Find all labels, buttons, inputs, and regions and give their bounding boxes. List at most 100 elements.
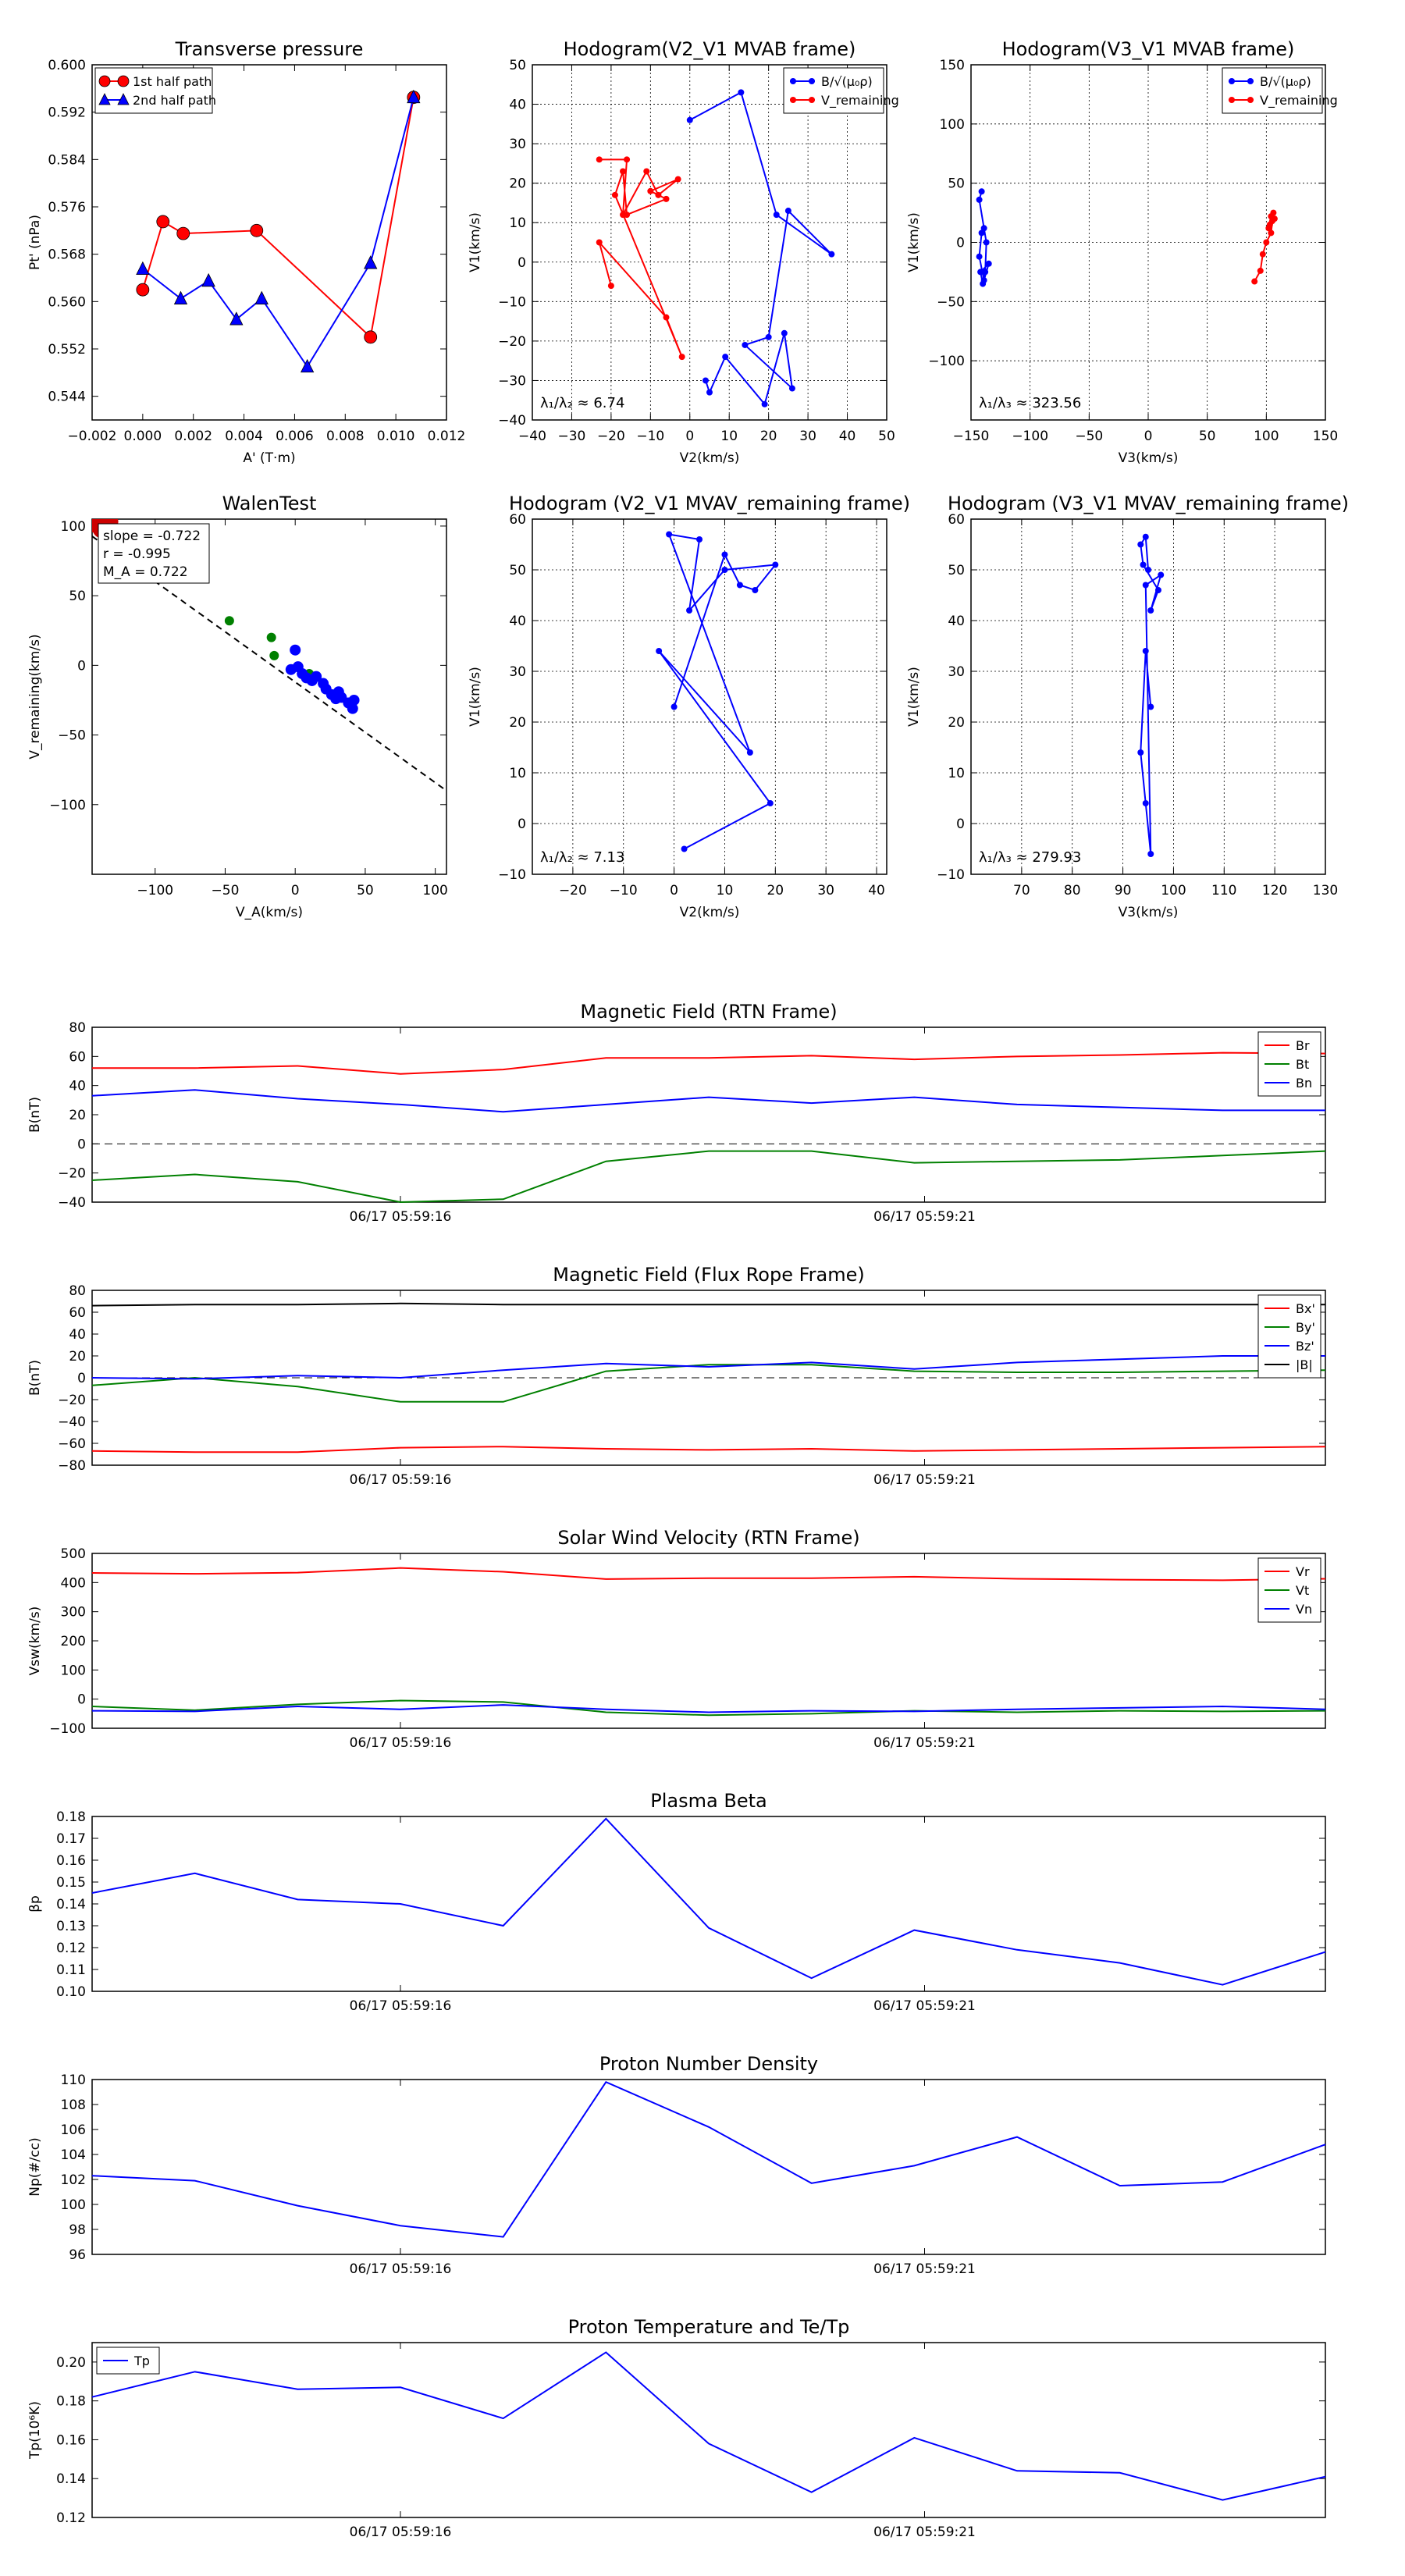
hodo_v3-xtick-label: −150 <box>953 429 990 444</box>
tp-ytick-label: 0.18 <box>56 2394 86 2410</box>
hodo_mvav_v2-xtick-label: 30 <box>817 883 834 898</box>
walen-xlabel: V_A(km/s) <box>236 905 303 920</box>
np-ytick-label: 102 <box>61 2172 86 2188</box>
vsw-legend-label: Vr <box>1296 1564 1310 1579</box>
hodo_mvav_v2-point <box>681 845 688 852</box>
transverse-legend-label: 1st half path <box>133 74 212 89</box>
transverse-point <box>156 215 170 229</box>
tp-ytick-label: 0.20 <box>56 2355 86 2371</box>
transverse-xtick-label: 0.010 <box>377 429 415 444</box>
hodo_mvav_v3-point <box>1142 648 1149 654</box>
transverse-point <box>250 223 264 237</box>
hodo_v2-point <box>722 354 729 361</box>
hodo_v3-point <box>976 253 983 260</box>
hodo_mvav_v2-xtick-label: 10 <box>717 883 734 898</box>
np-ytick-label: 106 <box>61 2122 86 2138</box>
vsw-legend-label: Vn <box>1296 1602 1312 1617</box>
hodo_mvav_v3-title: Hodogram (V3_V1 MVAV_remaining frame) <box>948 493 1349 514</box>
mag_fr-ytick-label: −60 <box>58 1436 86 1452</box>
transverse-xtick-label: 0.006 <box>276 429 314 444</box>
mag_rtn-ylabel: B(nT) <box>27 1097 43 1133</box>
hodo_v2-ytick-label: −30 <box>498 373 526 389</box>
hodo_v2-point <box>761 400 768 407</box>
mag_fr-legend-label: Bx' <box>1296 1301 1315 1316</box>
hodo_mvav_v2-point <box>772 561 779 568</box>
beta-series-0 <box>91 1817 1326 1986</box>
hodo_v3-xtick-label: 0 <box>1144 429 1153 444</box>
walen-ytick-label: 100 <box>61 519 86 535</box>
hodo_v3-point <box>978 188 985 195</box>
hodo_v2-frame <box>532 64 887 421</box>
hodo_v2-title: Hodogram(V2_V1 MVAB frame) <box>564 38 856 60</box>
mag_fr-ytick-label: 60 <box>69 1305 86 1321</box>
hodo_v2-point <box>607 283 614 290</box>
hodo_v2-point <box>678 354 685 361</box>
mag_rtn-ytick-label: −20 <box>58 1166 86 1182</box>
transverse-point <box>176 226 190 240</box>
mag_rtn-time-label: 06/17 05:59:16 <box>350 1209 452 1225</box>
hodo_mvav_v2-ytick-label: 40 <box>509 614 526 629</box>
np-time-label: 06/17 05:59:21 <box>873 2261 976 2277</box>
mag_fr-ytick-label: 0 <box>77 1371 86 1386</box>
beta-ytick-label: 0.11 <box>56 1962 86 1978</box>
hodo_mvav_v2-ytick-label: 10 <box>509 766 526 781</box>
hodo_v2-point <box>643 168 650 175</box>
walen-title: WalenTest <box>222 493 317 514</box>
hodo_mvav_v3-point <box>1142 533 1149 540</box>
hodo_mvav_v3-point <box>1147 607 1154 614</box>
walen-point <box>269 650 279 660</box>
hodo_v3-point <box>985 260 992 267</box>
hodo_v2-point <box>663 195 670 202</box>
mag_rtn-ytick-label: 80 <box>69 1020 86 1036</box>
hodo_mvav_v2-point <box>752 587 759 593</box>
hodo_v3-point <box>1268 218 1275 225</box>
hodo_v2-xlabel: V2(km/s) <box>680 450 740 466</box>
hodo_v3-point <box>983 239 990 246</box>
transverse-xlabel: A' (T·m) <box>243 450 295 466</box>
hodo_v2-xtick-label: −40 <box>518 429 546 444</box>
hodo_mvav_v3-xlabel: V3(km/s) <box>1119 905 1179 920</box>
walen-frame <box>91 518 447 875</box>
hodo_v2-legend-marker <box>790 97 796 103</box>
hodo_v3-point <box>1265 225 1272 232</box>
transverse-point <box>229 311 244 326</box>
hodo_v2-point <box>611 191 618 198</box>
mag_rtn-ytick-label: 40 <box>69 1079 86 1094</box>
vsw-ylabel: Vsw(km/s) <box>27 1606 43 1676</box>
hodo_v3-ytick-label: 50 <box>948 176 965 192</box>
hodo_v2-ytick-label: −40 <box>498 413 526 429</box>
hodo_v3-point <box>978 229 985 237</box>
hodo_v2-series-1 <box>596 156 685 361</box>
beta-title: Plasma Beta <box>650 1790 767 1812</box>
walen-axes: −100 −50 0 50 100 −100 −50 0 50 100 WalenTest V_A(k… <box>27 493 448 920</box>
hodo_v2-ytick-label: 50 <box>509 58 526 73</box>
hodo_mvav_v3-ytick-label: 60 <box>948 512 965 528</box>
np-title: Proton Number Density <box>599 2053 818 2075</box>
mag_rtn-time-label: 06/17 05:59:21 <box>873 1209 976 1225</box>
hodo_v2-ytick-label: −10 <box>498 294 526 310</box>
tp-ylabel: Tp(10⁶K) <box>27 2401 43 2460</box>
hodo_v3-legend-label: B/√(μ₀ρ) <box>1260 74 1311 89</box>
hodo_mvav_v3-point <box>1145 567 1151 573</box>
hodo_v2-point <box>828 251 835 258</box>
hodo_mvav_v3-axes: 70 80 90 100 110 120 130 −10 0 10 20 30 40 50 60Hodogr… <box>906 493 1349 920</box>
vsw-title: Solar Wind Velocity (RTN Frame) <box>557 1527 859 1549</box>
transverse-series-0 <box>136 91 421 344</box>
vsw-ytick-label: 200 <box>61 1634 86 1649</box>
beta-ytick-label: 0.14 <box>56 1897 86 1912</box>
mag_rtn-ytick-label: 20 <box>69 1108 86 1123</box>
hodo_mvav_v2-point <box>696 536 703 543</box>
np-ylabel: Np(#/cc) <box>27 2137 43 2196</box>
hodo_mvav_v2-point <box>721 567 728 573</box>
transverse-ytick-label: 0.584 <box>48 152 86 168</box>
hodo_mvav_v3-point <box>1137 749 1144 756</box>
vsw-ytick-label: 100 <box>61 1663 86 1678</box>
hodo_mvav_v2-annotation: λ₁/λ₂ ≈ 7.13 <box>540 849 624 866</box>
hodo_mvav_v3-xtick-label: 80 <box>1064 883 1081 898</box>
vsw-series-0 <box>91 1567 1326 1582</box>
hodo_v2-xtick-label: 40 <box>839 429 856 444</box>
hodo_v3-point <box>982 269 989 276</box>
transverse-ytick-label: 0.560 <box>48 294 86 310</box>
hodo_mvav_v3-ytick-label: −10 <box>937 867 965 883</box>
mag_fr-ytick-label: 80 <box>69 1283 86 1299</box>
